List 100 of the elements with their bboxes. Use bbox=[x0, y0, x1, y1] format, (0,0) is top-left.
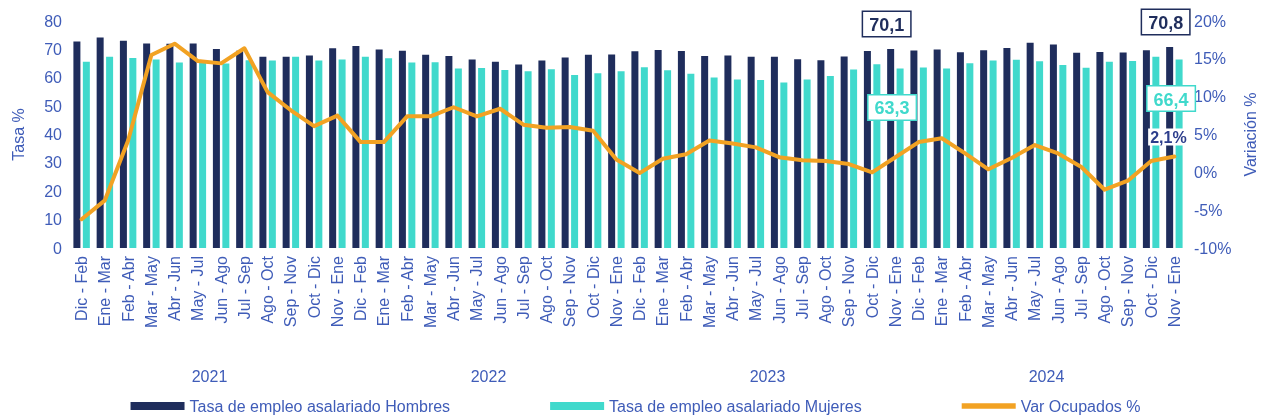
y-tick-label: 30 bbox=[44, 154, 63, 172]
bar bbox=[222, 63, 230, 248]
bar bbox=[315, 60, 323, 248]
x-tick-label: Nov - Ene bbox=[886, 255, 904, 328]
bar bbox=[431, 62, 439, 248]
bar bbox=[361, 56, 369, 248]
x-tick-label: Abr - Jun bbox=[166, 256, 184, 321]
x-tick-label: Mar - May bbox=[421, 256, 439, 328]
bar bbox=[454, 68, 462, 248]
bar bbox=[175, 62, 183, 248]
bar bbox=[129, 57, 137, 248]
bar bbox=[571, 74, 579, 248]
bar bbox=[292, 56, 300, 248]
bar bbox=[1096, 51, 1104, 248]
bar bbox=[640, 67, 648, 248]
bar bbox=[943, 68, 951, 248]
bar bbox=[980, 50, 988, 248]
x-tick-label: Nov - Ene bbox=[607, 255, 625, 328]
x-tick-label: May - Jul bbox=[189, 256, 207, 321]
bar bbox=[352, 45, 360, 248]
x-tick-label: Jul - Sep bbox=[514, 255, 532, 320]
y2-axis-title: Variación % bbox=[1241, 92, 1259, 177]
x-tick-label: Mar - May bbox=[142, 256, 160, 328]
bar bbox=[96, 37, 104, 248]
bar bbox=[398, 50, 406, 248]
x-tick-label: Oct - Dic bbox=[1142, 256, 1160, 319]
bar bbox=[817, 60, 825, 248]
bar bbox=[677, 51, 685, 248]
x-tick-label: Nov - Ene bbox=[328, 255, 346, 328]
x-tick-label: Sep - Nov bbox=[840, 256, 858, 328]
bar bbox=[445, 55, 453, 248]
bar bbox=[524, 71, 532, 248]
y-axis-title: Tasa % bbox=[9, 108, 27, 161]
legend-label: Var Ocupados % bbox=[1020, 397, 1141, 415]
y2-tick-label: 5% bbox=[1194, 126, 1218, 143]
bar bbox=[106, 56, 114, 248]
x-tick-label: Nov - Ene bbox=[1165, 255, 1183, 328]
x-tick-label: Ene - Mar bbox=[654, 255, 672, 327]
bar bbox=[863, 51, 871, 248]
bar bbox=[268, 60, 276, 248]
x-tick-label: Mar - May bbox=[700, 256, 718, 328]
bar bbox=[919, 67, 927, 248]
bar bbox=[840, 56, 848, 248]
bar bbox=[966, 63, 974, 248]
x-tick-label: Oct - Dic bbox=[305, 256, 323, 319]
x-tick-label: Feb - Abr bbox=[398, 255, 416, 322]
y-tick-label: 0 bbox=[53, 239, 63, 257]
bar bbox=[794, 59, 802, 248]
bar bbox=[538, 60, 546, 248]
x-tick-label: Ago - Oct bbox=[1096, 255, 1114, 324]
data-label: 66,4 bbox=[1153, 89, 1189, 110]
x-tick-label: Dic - Feb bbox=[73, 255, 91, 321]
bar bbox=[850, 69, 858, 248]
x-tick-label: Sep - Nov bbox=[282, 256, 300, 328]
y2-tick-label: 0% bbox=[1194, 163, 1218, 181]
y-tick-label: 10 bbox=[44, 211, 63, 229]
bar bbox=[282, 56, 290, 248]
bar bbox=[1036, 61, 1044, 248]
x-tick-label: Ago - Oct bbox=[538, 255, 556, 324]
bar bbox=[724, 55, 732, 248]
x-tick-label: Dic - Feb bbox=[631, 255, 649, 321]
x-tick-label: Abr - Jun bbox=[724, 256, 742, 321]
bar bbox=[803, 79, 811, 248]
y-tick-label: 70 bbox=[44, 40, 63, 58]
x-tick-label: Sep - Nov bbox=[561, 256, 579, 328]
x-tick-label: Dic - Feb bbox=[910, 255, 928, 321]
y2-tick-label: 20% bbox=[1194, 12, 1227, 30]
bar bbox=[199, 62, 207, 248]
bar bbox=[617, 71, 625, 248]
bar bbox=[710, 77, 718, 248]
bar bbox=[1082, 67, 1090, 248]
y-tick-label: 20 bbox=[44, 182, 63, 200]
y2-tick-label: -10% bbox=[1194, 239, 1232, 257]
bar bbox=[561, 57, 569, 248]
bar bbox=[956, 52, 964, 248]
bar bbox=[747, 56, 755, 248]
x-tick-label: Ene - Mar bbox=[933, 255, 951, 327]
bar bbox=[664, 70, 672, 248]
bar bbox=[491, 61, 499, 248]
x-tick-label: Mar - May bbox=[979, 256, 997, 328]
text: 2021 bbox=[191, 367, 228, 385]
bar bbox=[1012, 59, 1020, 248]
y-tick-label: 60 bbox=[44, 69, 63, 87]
x-tick-label: Oct - Dic bbox=[863, 256, 881, 319]
bar bbox=[1049, 44, 1057, 248]
bar bbox=[468, 59, 476, 248]
y-tick-label: 50 bbox=[44, 97, 63, 115]
data-label: 2,1% bbox=[1150, 128, 1187, 146]
bar bbox=[1026, 42, 1034, 248]
bar bbox=[687, 73, 695, 248]
x-tick-label: Oct - Dic bbox=[584, 256, 602, 319]
y-tick-label: 80 bbox=[44, 12, 63, 30]
x-tick-label: Feb - Abr bbox=[119, 255, 137, 322]
x-tick-label: Jun - Ago bbox=[770, 255, 788, 324]
x-tick-label: Jul - Sep bbox=[1072, 255, 1090, 320]
bar bbox=[408, 62, 416, 248]
x-tick-label: Abr - Jun bbox=[1003, 256, 1021, 321]
bar bbox=[212, 49, 220, 248]
bar bbox=[770, 56, 778, 248]
bar bbox=[143, 43, 151, 248]
